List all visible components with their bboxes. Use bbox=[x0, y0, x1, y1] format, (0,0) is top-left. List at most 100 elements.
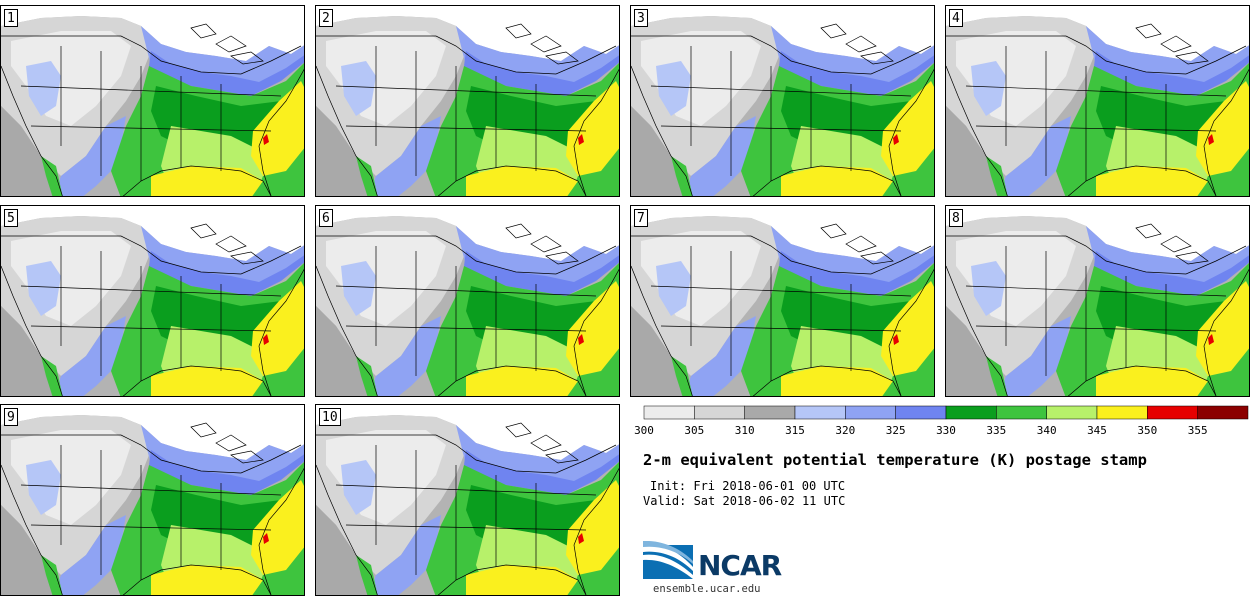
member-panel-4[interactable]: 4 bbox=[945, 5, 1250, 197]
member-label-4: 4 bbox=[949, 9, 963, 27]
state-line-7 bbox=[30, 524, 272, 531]
member-map-4 bbox=[946, 6, 1249, 196]
state-line-6 bbox=[965, 285, 1227, 297]
member-panel-8[interactable]: 8 bbox=[945, 205, 1250, 397]
atlantic-red-spot bbox=[578, 334, 584, 345]
pacific-dark bbox=[631, 306, 683, 396]
state-line-7 bbox=[345, 325, 587, 332]
member-map-1 bbox=[1, 6, 304, 196]
ncar-logo-icon bbox=[643, 541, 693, 579]
great-lake-3 bbox=[230, 51, 264, 65]
member-panel-10[interactable]: 10 bbox=[315, 404, 620, 596]
gulf-yellow bbox=[151, 166, 263, 196]
colorbar-bin-350 bbox=[1147, 405, 1198, 420]
great-lake-3 bbox=[1175, 51, 1209, 65]
canada-region bbox=[631, 206, 934, 261]
coastline-gulf bbox=[437, 365, 587, 396]
great-lake-1 bbox=[190, 223, 217, 239]
colorbar-bin-325 bbox=[895, 405, 947, 420]
baja-green bbox=[41, 156, 63, 196]
rocky-blue-band bbox=[656, 261, 691, 316]
colorbar-tick-310: 310 bbox=[734, 424, 755, 437]
gulf-yellow bbox=[466, 565, 578, 595]
state-line-7 bbox=[30, 325, 272, 332]
gulf-yellow bbox=[151, 565, 263, 595]
colorbar-bin-315 bbox=[794, 405, 846, 420]
state-line-7 bbox=[660, 125, 902, 132]
member-panel-1[interactable]: 1 bbox=[0, 5, 305, 197]
great-lake-1 bbox=[1135, 23, 1162, 39]
member-map-5 bbox=[1, 206, 304, 396]
member-map-3 bbox=[631, 6, 934, 196]
state-line-7 bbox=[345, 125, 587, 132]
gulf-yellow bbox=[781, 366, 893, 396]
pacific-dark bbox=[316, 106, 368, 196]
colorbar-tick-340: 340 bbox=[1036, 424, 1057, 437]
coastline-east bbox=[573, 68, 619, 196]
canada-region bbox=[631, 6, 934, 61]
us-canada-border bbox=[631, 35, 932, 75]
southwest-blue bbox=[683, 116, 756, 196]
gulf-yellow bbox=[466, 366, 578, 396]
pacific-dark bbox=[1, 106, 53, 196]
rocky-blue-band bbox=[341, 261, 376, 316]
member-map-2 bbox=[316, 6, 619, 196]
great-lake-2 bbox=[215, 434, 247, 452]
southwest-blue bbox=[53, 116, 126, 196]
member-panel-9[interactable]: 9 bbox=[0, 404, 305, 596]
baja-green bbox=[356, 555, 378, 595]
colorbar-tick-335: 335 bbox=[986, 424, 1007, 437]
baja-green bbox=[671, 356, 693, 396]
coastline-west bbox=[1, 65, 63, 196]
member-panel-2[interactable]: 2 bbox=[315, 5, 620, 197]
canada-region bbox=[1, 405, 304, 460]
figure-title: 2-m equivalent potential temperature (K)… bbox=[643, 451, 1147, 469]
coastline-west bbox=[316, 464, 378, 595]
great-lake-1 bbox=[190, 422, 217, 438]
us-canada-border bbox=[1, 35, 302, 75]
atlantic-red-spot bbox=[893, 334, 899, 345]
state-line-6 bbox=[335, 285, 597, 297]
baja-green bbox=[356, 156, 378, 196]
gulf-yellow bbox=[1096, 366, 1208, 396]
coastline-gulf bbox=[437, 165, 587, 196]
member-panel-3[interactable]: 3 bbox=[630, 5, 935, 197]
southwest-blue bbox=[368, 316, 441, 396]
southwest-blue bbox=[53, 515, 126, 595]
baja-green bbox=[356, 356, 378, 396]
state-line-6 bbox=[650, 85, 912, 97]
great-lake-1 bbox=[505, 223, 532, 239]
southwest-blue bbox=[998, 116, 1071, 196]
pacific-dark bbox=[1, 306, 53, 396]
ncar-url: ensemble.ucar.edu bbox=[653, 583, 761, 595]
member-panel-5[interactable]: 5 bbox=[0, 205, 305, 397]
great-lake-3 bbox=[545, 51, 579, 65]
colorbar-tick-315: 315 bbox=[785, 424, 805, 437]
coastline-west bbox=[946, 265, 1008, 396]
baja-green bbox=[671, 156, 693, 196]
great-lake-2 bbox=[1160, 235, 1192, 253]
coastline-west bbox=[631, 65, 693, 196]
member-panel-6[interactable]: 6 bbox=[315, 205, 620, 397]
coastline-east bbox=[888, 68, 934, 196]
colorbar-bin-300 bbox=[643, 405, 695, 420]
us-canada-border bbox=[631, 235, 932, 275]
coastline-gulf bbox=[752, 165, 902, 196]
coastline-west bbox=[946, 65, 1008, 196]
member-map-8 bbox=[946, 206, 1249, 396]
great-lake-2 bbox=[215, 235, 247, 253]
colorbar-tick-345: 345 bbox=[1087, 424, 1107, 437]
colorbar-bin-345 bbox=[1096, 405, 1148, 420]
great-lake-3 bbox=[230, 251, 264, 265]
rocky-blue-band bbox=[656, 61, 691, 116]
rocky-blue-band bbox=[971, 61, 1006, 116]
colorbar-ticks: 300 305 310 315 320 325 330 335 340 345 350 355 bbox=[634, 424, 1260, 440]
us-canada-border bbox=[316, 35, 617, 75]
state-line-6 bbox=[20, 285, 282, 297]
atlantic-yellow bbox=[251, 281, 304, 376]
colorbar-tick-325: 325 bbox=[885, 424, 906, 437]
great-lake-2 bbox=[215, 35, 247, 53]
member-label-7: 7 bbox=[634, 209, 648, 227]
member-panel-7[interactable]: 7 bbox=[630, 205, 935, 397]
coastline-east bbox=[258, 467, 304, 595]
